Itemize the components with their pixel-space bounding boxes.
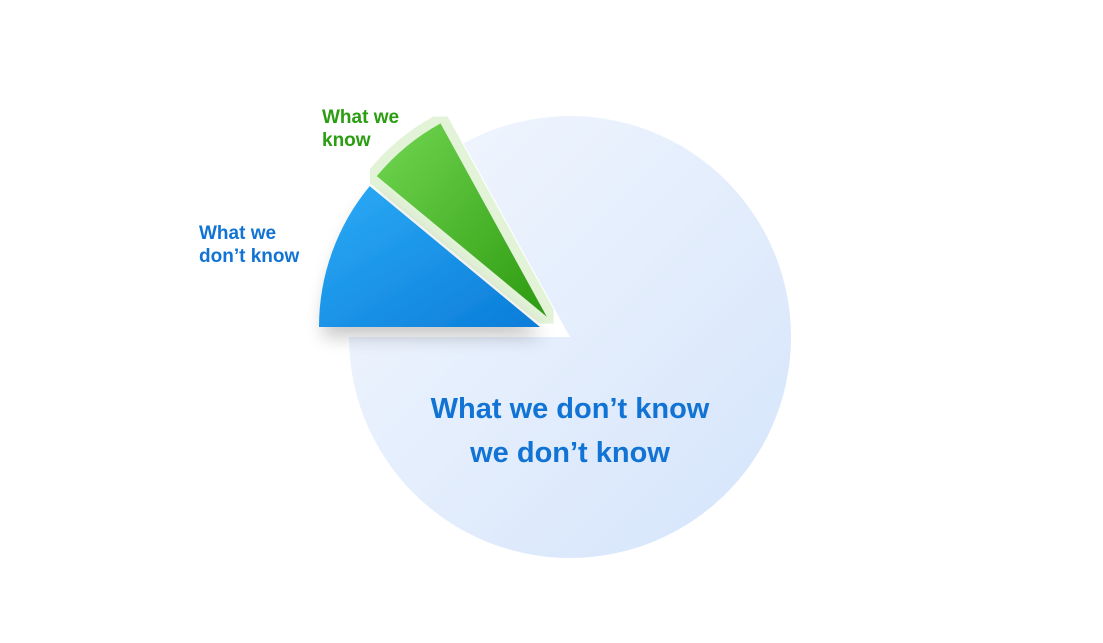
label-what-we-know: What we know (322, 106, 399, 152)
label-line: What we don’t know (430, 393, 710, 425)
slice-what-we-dont-know (319, 186, 540, 327)
label-line: What we (322, 107, 400, 128)
label-line: we don’t know (470, 436, 670, 469)
label-unknown-unknowns: What we don’t know we don’t know (400, 388, 740, 475)
slice-what-we-dont-know-we-dont-know (349, 115, 792, 558)
label-line: know (322, 130, 371, 152)
slice-what-we-know (376, 123, 547, 317)
label-what-we-dont-know: What we don’t know (199, 222, 299, 268)
label-line: What we (199, 223, 277, 244)
label-line: don’t know (199, 246, 300, 268)
